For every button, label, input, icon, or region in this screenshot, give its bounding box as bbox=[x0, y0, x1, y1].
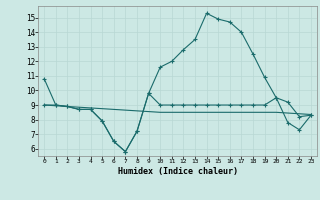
X-axis label: Humidex (Indice chaleur): Humidex (Indice chaleur) bbox=[118, 167, 238, 176]
